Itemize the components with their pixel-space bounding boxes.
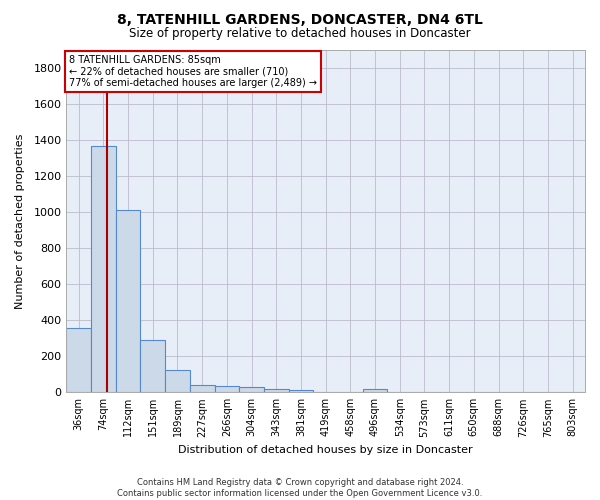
Text: Contains HM Land Registry data © Crown copyright and database right 2024.
Contai: Contains HM Land Registry data © Crown c…	[118, 478, 482, 498]
Bar	[239, 388, 264, 392]
Text: 8 TATENHILL GARDENS: 85sqm
← 22% of detached houses are smaller (710)
77% of sem: 8 TATENHILL GARDENS: 85sqm ← 22% of deta…	[69, 55, 317, 88]
Bar	[165, 370, 190, 392]
Y-axis label: Number of detached properties: Number of detached properties	[15, 134, 25, 309]
Bar	[264, 388, 289, 392]
Bar	[190, 384, 215, 392]
Bar	[363, 388, 388, 392]
Bar	[215, 386, 239, 392]
Text: 8, TATENHILL GARDENS, DONCASTER, DN4 6TL: 8, TATENHILL GARDENS, DONCASTER, DN4 6TL	[117, 12, 483, 26]
Bar	[67, 328, 91, 392]
X-axis label: Distribution of detached houses by size in Doncaster: Distribution of detached houses by size …	[178, 445, 473, 455]
Bar	[289, 390, 313, 392]
Text: Size of property relative to detached houses in Doncaster: Size of property relative to detached ho…	[129, 28, 471, 40]
Bar	[91, 146, 116, 392]
Bar	[140, 340, 165, 392]
Bar	[116, 210, 140, 392]
